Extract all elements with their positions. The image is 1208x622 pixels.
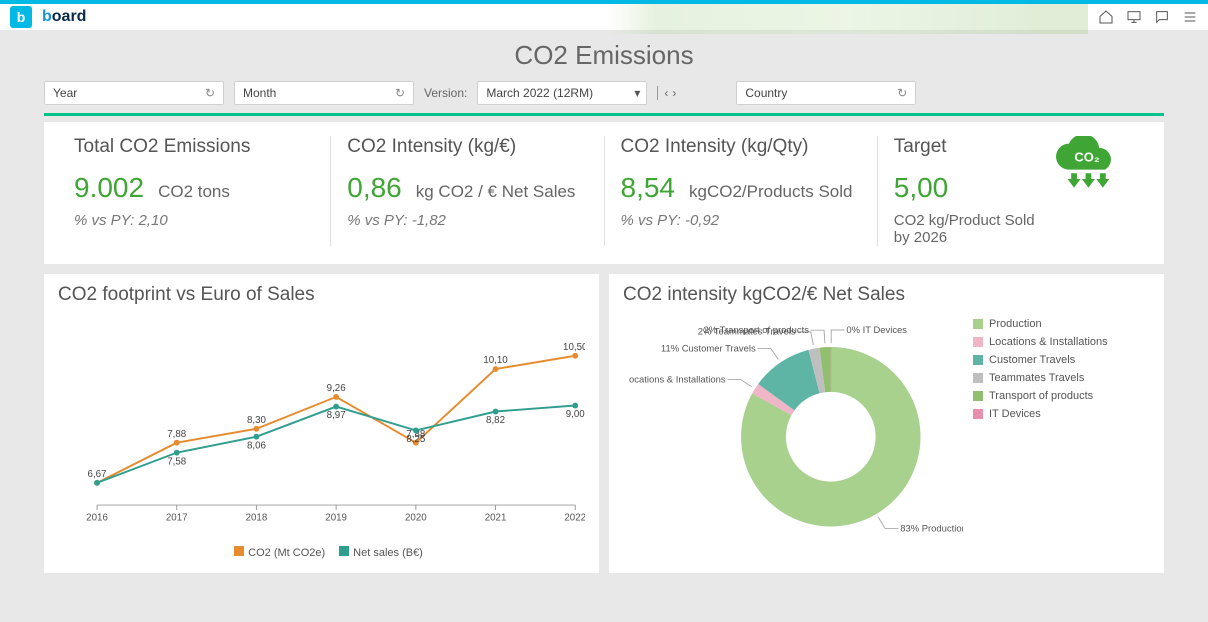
- kpi-subtext: % vs PY: -1,82: [347, 212, 587, 229]
- menu-icon[interactable]: [1182, 9, 1198, 25]
- chart-title: CO2 intensity kgCO2/€ Net Sales: [623, 284, 1150, 306]
- kpi-unit2: by 2026: [894, 229, 1035, 246]
- svg-text:7,88: 7,88: [167, 429, 186, 440]
- kpi-value: 8,54: [621, 172, 676, 204]
- kpi-value: 5,00: [894, 172, 949, 204]
- kpi-subtext: % vs PY: 2,10: [74, 212, 314, 229]
- kpi-panel: Total CO2 Emissions 9.002 CO2 tons % vs …: [44, 122, 1164, 264]
- kpi-target: Target 5,00 CO2 kg/Product Sold by 2026 …: [878, 136, 1150, 246]
- kpi-unit: CO2 kg/Product Sold: [894, 212, 1035, 229]
- next-arrow-icon[interactable]: ›: [672, 86, 676, 100]
- chat-icon[interactable]: [1154, 9, 1170, 25]
- svg-text:2019: 2019: [325, 513, 347, 524]
- svg-text:8,82: 8,82: [486, 415, 505, 426]
- prev-arrow-icon[interactable]: ‹: [664, 86, 668, 100]
- month-label: Month: [243, 86, 276, 100]
- svg-text:2020: 2020: [405, 513, 427, 524]
- kpi-title: CO2 Intensity (kg/€): [347, 136, 587, 158]
- donut-chart-svg: 83% Production ocations & Installations 11…: [623, 312, 963, 552]
- version-select[interactable]: March 2022 (12RM): [477, 81, 647, 105]
- svg-text:2% Transport of products: 2% Transport of products: [704, 325, 810, 336]
- page-title: CO2 Emissions: [0, 30, 1208, 77]
- svg-text:2021: 2021: [485, 513, 507, 524]
- year-select[interactable]: Year ↻: [44, 81, 224, 105]
- kpi-subtext: % vs PY: -0,92: [621, 212, 861, 229]
- line-chart-card: CO2 footprint vs Euro of Sales 201620172…: [44, 274, 599, 573]
- line-chart-legend: CO2 (Mt CO2e)Net sales (B€): [58, 546, 585, 559]
- country-label: Country: [745, 86, 787, 100]
- svg-text:9,00: 9,00: [566, 409, 585, 420]
- kpi-intensity-qty: CO2 Intensity (kg/Qty) 8,54 kgCO2/Produc…: [605, 136, 878, 246]
- reload-icon[interactable]: ↻: [205, 86, 215, 100]
- charts-row: CO2 footprint vs Euro of Sales 201620172…: [44, 274, 1164, 573]
- kpi-title: Target: [894, 136, 1035, 158]
- reload-icon[interactable]: ↻: [897, 86, 907, 100]
- home-icon[interactable]: [1098, 9, 1114, 25]
- app-logo-text: board: [42, 8, 86, 26]
- legend-item: IT Devices: [973, 408, 1108, 420]
- presentation-icon[interactable]: [1126, 9, 1142, 25]
- logo-dark: oard: [52, 8, 87, 25]
- legend-item: Locations & Installations: [973, 336, 1108, 348]
- kpi-title: Total CO2 Emissions: [74, 136, 314, 158]
- svg-text:2022: 2022: [564, 513, 585, 524]
- kpi-total-co2: Total CO2 Emissions 9.002 CO2 tons % vs …: [58, 136, 331, 246]
- svg-text:8,30: 8,30: [247, 415, 267, 426]
- kpi-title: CO2 Intensity (kg/Qty): [621, 136, 861, 158]
- svg-text:11% Customer Travels: 11% Customer Travels: [661, 343, 756, 354]
- svg-text:7,58: 7,58: [167, 456, 186, 467]
- legend-item: Teammates Travels: [973, 372, 1108, 384]
- version-label: Version:: [424, 86, 467, 100]
- reload-icon[interactable]: ↻: [395, 86, 405, 100]
- year-label: Year: [53, 86, 77, 100]
- legend-item: Production: [973, 318, 1108, 330]
- svg-text:10,50: 10,50: [563, 342, 585, 353]
- svg-text:2018: 2018: [246, 513, 268, 524]
- legend-item: Transport of products: [973, 390, 1108, 402]
- svg-text:83% Production: 83% Production: [900, 523, 963, 534]
- kpi-unit: kgCO2/Products Sold: [689, 182, 852, 202]
- svg-text:2016: 2016: [86, 513, 108, 524]
- app-logo-icon: b: [10, 6, 32, 28]
- svg-text:9,26: 9,26: [327, 383, 346, 394]
- svg-text:0% IT Devices: 0% IT Devices: [846, 325, 907, 336]
- country-select[interactable]: Country ↻: [736, 81, 916, 105]
- month-select[interactable]: Month ↻: [234, 81, 414, 105]
- kpi-intensity-eur: CO2 Intensity (kg/€) 0,86 kg CO2 / € Net…: [331, 136, 604, 246]
- header-toolbar: [1098, 9, 1198, 25]
- app-header: b board: [0, 0, 1208, 30]
- svg-text:8,25: 8,25: [406, 434, 426, 445]
- kpi-unit: kg CO2 / € Net Sales: [416, 182, 576, 202]
- svg-text:ocations & Installations: ocations & Installations: [629, 374, 726, 385]
- line-chart: 2016 2017 2018 2019 2020 2021 2022 6,67 7,88 8,30…: [58, 312, 585, 542]
- version-nav: ‹ ›: [657, 86, 676, 100]
- svg-text:8,97: 8,97: [327, 410, 346, 421]
- version-value: March 2022 (12RM): [486, 86, 593, 100]
- legend-item: Customer Travels: [973, 354, 1108, 366]
- banner-graphic: [608, 4, 1088, 34]
- svg-text:6,67: 6,67: [88, 469, 107, 480]
- kpi-unit: CO2 tons: [158, 182, 230, 202]
- line-chart-svg: 2016 2017 2018 2019 2020 2021 2022 6,67 7,88 8,30…: [58, 312, 585, 542]
- kpi-value: 9.002: [74, 172, 144, 204]
- co2-cloud-icon: CO₂: [1051, 136, 1123, 201]
- svg-text:8,06: 8,06: [247, 440, 266, 451]
- svg-text:2017: 2017: [166, 513, 188, 524]
- kpi-value: 0,86: [347, 172, 402, 204]
- logo-blue: b: [42, 8, 52, 25]
- filter-bar: Year ↻ Month ↻ Version: March 2022 (12RM…: [44, 77, 1164, 116]
- chart-title: CO2 footprint vs Euro of Sales: [58, 284, 585, 306]
- donut-chart-legend: Production Locations & Installations Custo…: [973, 312, 1108, 552]
- svg-text:10,10: 10,10: [483, 355, 508, 366]
- donut-chart-card: CO2 intensity kgCO2/€ Net Sales 83% Prod…: [609, 274, 1164, 573]
- svg-text:CO₂: CO₂: [1074, 150, 1099, 165]
